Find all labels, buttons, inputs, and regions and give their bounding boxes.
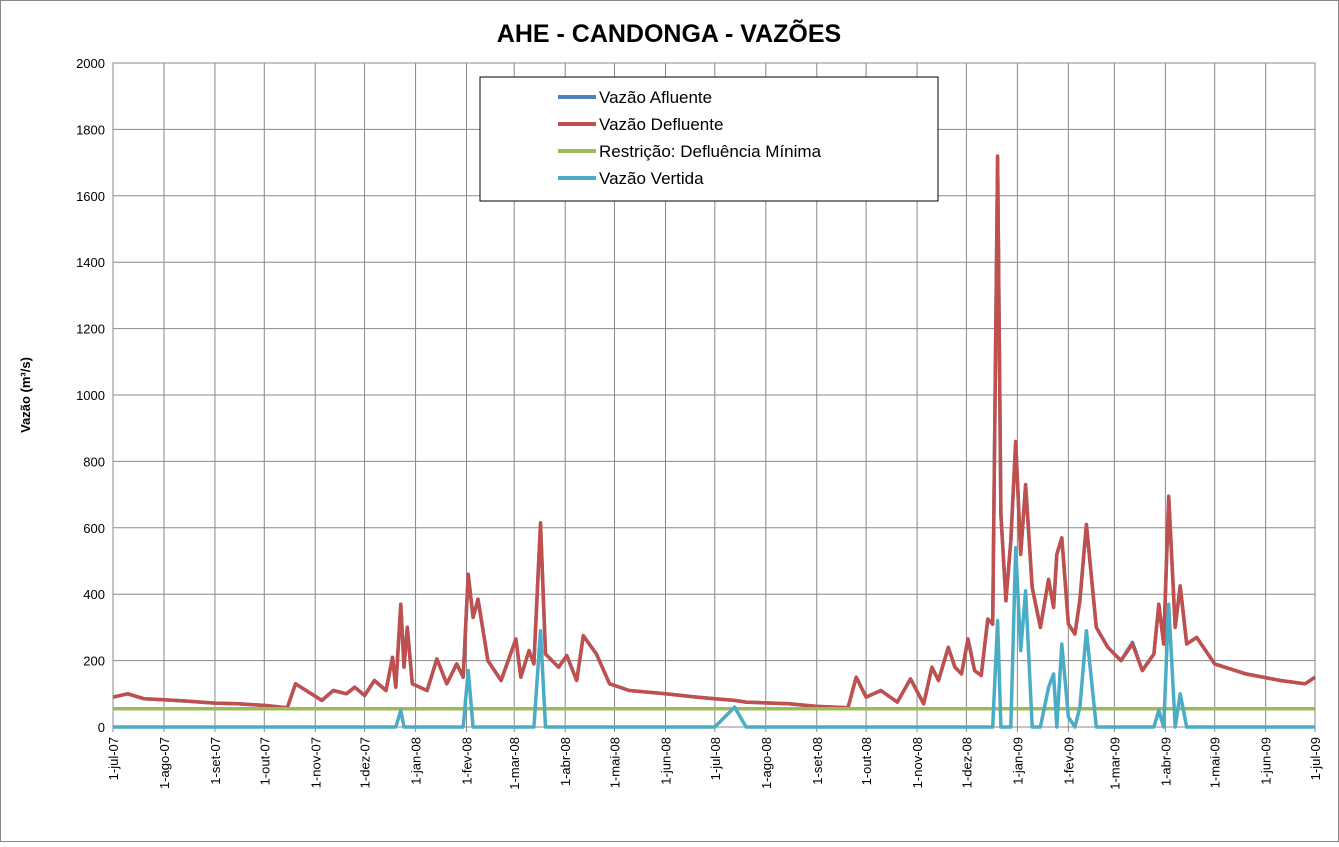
x-tick-label: 1-abr-08 xyxy=(558,737,573,786)
x-tick-label: 1-set-08 xyxy=(810,737,825,785)
x-tick-label: 1-nov-07 xyxy=(308,737,323,788)
x-tick-label: 1-mai-08 xyxy=(608,737,623,788)
x-tick-label: 1-mai-09 xyxy=(1208,737,1223,788)
x-tick-label: 1-jul-09 xyxy=(1308,737,1323,780)
x-tick-label: 1-jul-07 xyxy=(106,737,121,780)
x-tick-label: 1-jan-08 xyxy=(409,737,424,785)
y-tick-label: 600 xyxy=(83,521,105,536)
plot xyxy=(112,154,1316,729)
x-tick-label: 1-jun-09 xyxy=(1259,737,1274,785)
x-tick-label: 1-jul-08 xyxy=(708,737,723,780)
y-tick-label: 200 xyxy=(83,654,105,669)
x-tick-label: 1-fev-08 xyxy=(460,737,475,785)
x-tick-label: 1-out-08 xyxy=(859,737,874,785)
x-tick-label: 1-dez-07 xyxy=(358,737,373,788)
x-tick-label: 1-jun-08 xyxy=(658,737,673,785)
y-tick-label: 800 xyxy=(83,454,105,469)
legend-label: Vazão Defluente xyxy=(599,115,723,134)
legend-label: Vazão Afluente xyxy=(599,88,712,107)
series-line xyxy=(113,545,1315,729)
y-tick-label: 400 xyxy=(83,587,105,602)
y-tick-label: 1400 xyxy=(76,255,105,270)
x-tick-label: 1-out-07 xyxy=(257,737,272,785)
chart-title: AHE - CANDONGA - VAZÕES xyxy=(497,18,841,48)
x-tick-label: 1-set-07 xyxy=(208,737,223,785)
y-tick-label: 1600 xyxy=(76,189,105,204)
x-tick-label: 1-dez-08 xyxy=(959,737,974,788)
legend-box xyxy=(479,76,939,202)
x-tick-label: 1-mar-09 xyxy=(1107,737,1122,790)
y-tick-label: 1000 xyxy=(76,388,105,403)
y-axis-label: Vazão (m³/s) xyxy=(18,357,33,433)
legend-label: Restrição: Defluência Mínima xyxy=(599,142,822,161)
x-tick-label: 1-jan-09 xyxy=(1010,737,1025,785)
x-tick-label: 1-mar-08 xyxy=(507,737,522,790)
y-tick-label: 1200 xyxy=(76,322,105,337)
y-tick-label: 1800 xyxy=(76,122,105,137)
x-tick-label: 1-abr-09 xyxy=(1158,737,1173,786)
series-line xyxy=(112,154,1316,710)
x-tick-label: 1-fev-09 xyxy=(1061,737,1076,785)
legend: Vazão Afluente Vazão Defluente Restrição: … xyxy=(479,76,939,202)
x-tick-label: 1-nov-08 xyxy=(910,737,925,788)
y-tick-label: 2000 xyxy=(76,56,105,71)
x-tick-label: 1-ago-08 xyxy=(759,737,774,789)
x-tick-label: 1-ago-07 xyxy=(157,737,172,789)
y-tick-label: 0 xyxy=(98,720,105,735)
legend-label: Vazão Vertida xyxy=(599,169,704,188)
